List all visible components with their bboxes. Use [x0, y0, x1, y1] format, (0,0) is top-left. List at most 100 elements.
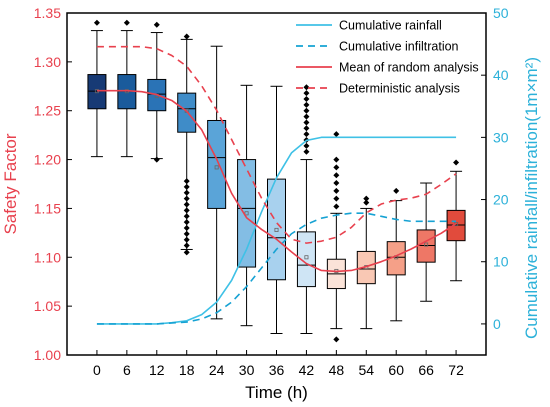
x-tick-label: 36 [269, 362, 285, 378]
x-tick-label: 42 [299, 362, 315, 378]
mean-marker [244, 211, 249, 216]
x-tick-label: 6 [123, 362, 131, 378]
left-tick-label: 1.20 [34, 152, 61, 168]
left-tick-label: 1.30 [34, 54, 61, 70]
left-axis-ticks: 1.00 1.05 1.10 1.15 1.20 1.25 1.30 1.35 [34, 5, 72, 363]
outlier-point [123, 19, 130, 26]
outlier-point [333, 336, 340, 343]
left-tick-label: 1.35 [34, 5, 61, 21]
box-plot [356, 195, 376, 330]
box-plot [446, 159, 466, 282]
x-tick-label: 24 [209, 362, 225, 378]
outlier-point [303, 84, 310, 91]
x-tick-label: 54 [358, 362, 374, 378]
box-plot [177, 33, 197, 256]
box-plots [87, 19, 466, 343]
outlier-point [363, 199, 370, 206]
outlier-point [303, 142, 310, 149]
outlier-point [303, 125, 310, 132]
outlier-point [153, 156, 160, 163]
right-tick-label: 20 [493, 192, 509, 208]
left-tick-label: 1.15 [34, 200, 61, 216]
left-tick-label: 1.05 [34, 298, 61, 314]
outlier-point [183, 33, 190, 40]
x-tick-label: 48 [329, 362, 345, 378]
outlier-point [183, 224, 190, 231]
outlier-point [183, 178, 190, 185]
x-tick-label: 72 [448, 362, 464, 378]
box-body [386, 241, 406, 276]
outlier-point [333, 180, 340, 187]
box-plot [237, 84, 257, 327]
box-plot [386, 187, 406, 322]
series-line-mean-of-random-analysis [96, 89, 457, 273]
outlier-point [333, 172, 340, 179]
outlier-point [183, 249, 190, 256]
outlier-point [333, 131, 340, 138]
mean-marker [304, 255, 309, 260]
box-plot [207, 45, 227, 320]
box-body [267, 178, 286, 281]
outlier-point [183, 195, 190, 202]
outlier-point [303, 107, 310, 114]
mean-marker [214, 165, 219, 170]
x-tick-label: 66 [418, 362, 434, 378]
outlier-point [183, 236, 190, 243]
outlier-point [183, 230, 190, 237]
outlier-point [303, 101, 310, 108]
outlier-point [183, 201, 190, 208]
outlier-point [333, 195, 340, 202]
outlier-point [333, 156, 340, 163]
right-tick-label: 40 [493, 67, 509, 83]
legend-label: Cumulative rainfall [339, 19, 442, 33]
outlier-point [303, 131, 310, 138]
x-tick-label: 30 [239, 362, 255, 378]
box-plot [267, 85, 286, 335]
series-line-cumulative-infiltration [96, 212, 457, 325]
x-axis-title: Time (h) [245, 383, 308, 402]
box-plot [326, 131, 346, 343]
outlier-point [303, 148, 310, 155]
outlier-point [183, 242, 190, 249]
box-plot [147, 21, 167, 163]
box-plot [87, 19, 107, 158]
plot-frame [66, 12, 487, 356]
outlier-point [183, 207, 190, 214]
series-line-deterministic-analysis [96, 45, 457, 244]
series-line-cumulative-rainfall [96, 136, 457, 325]
x-axis-ticks: 0 6 12 18 24 30 36 42 48 54 60 66 72 [93, 350, 464, 378]
left-axis-title: Safety Factor [1, 133, 20, 234]
outlier-point [183, 213, 190, 220]
outlier-point [333, 164, 340, 171]
x-tick-label: 12 [149, 362, 165, 378]
right-tick-label: 50 [493, 5, 509, 21]
outlier-point [363, 195, 370, 202]
series-lines [96, 45, 457, 325]
outlier-point [303, 95, 310, 102]
outlier-point [303, 90, 310, 97]
outlier-point [393, 187, 400, 194]
outlier-point [303, 113, 310, 120]
left-tick-label: 1.10 [34, 249, 61, 265]
mean-marker [274, 227, 279, 232]
mean-marker [424, 242, 429, 247]
x-tick-label: 18 [179, 362, 195, 378]
left-tick-label: 1.00 [34, 347, 61, 363]
right-axis-title: Cumulative rainfall/infiltration(1m×m²) [522, 57, 541, 339]
legend-label: Cumulative infiltration [339, 40, 459, 54]
box-plot [117, 19, 137, 158]
outlier-point [183, 183, 190, 190]
outlier-point [183, 219, 190, 226]
box-plot [416, 182, 436, 302]
box-plot [296, 84, 316, 335]
box-body [356, 250, 376, 285]
right-axis-ticks: 0 10 20 30 40 50 [481, 5, 509, 332]
left-tick-label: 1.25 [34, 103, 61, 119]
outlier-point [153, 21, 160, 28]
outlier-point [333, 187, 340, 194]
outlier-point [453, 159, 460, 166]
box-body [207, 119, 227, 209]
outlier-point [183, 189, 190, 196]
outlier-point [303, 119, 310, 126]
